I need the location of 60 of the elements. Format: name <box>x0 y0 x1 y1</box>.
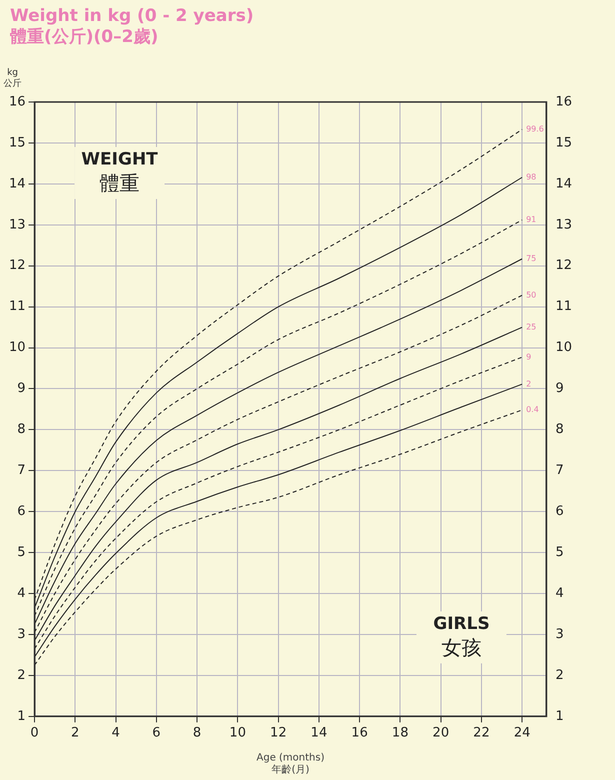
y2-tick-label: 5 <box>555 544 564 560</box>
annotation: GIRLS 女孩 <box>433 614 490 660</box>
series-label: 91 <box>526 215 536 224</box>
x-tick-label: 14 <box>310 726 328 741</box>
x-axis-title: Age (months) 年齡(月) <box>256 752 325 776</box>
y2-tick-label: 3 <box>555 626 564 642</box>
series-label: 0.4 <box>526 405 539 414</box>
y-tick-label: 6 <box>17 504 26 519</box>
y-tick-label: 1 <box>17 708 26 724</box>
y2-tick-label: 13 <box>555 217 572 232</box>
x-tick-label: 18 <box>392 726 408 741</box>
y-tick-label: 14 <box>8 176 26 192</box>
series-label: 98 <box>526 172 536 182</box>
chart-subtitle: 體重(公斤)(0–2歲) <box>10 27 160 48</box>
y2-tick-label: 4 <box>555 586 564 601</box>
x-tick-label: 12 <box>270 726 287 741</box>
y2-tick-label: 10 <box>555 340 572 356</box>
y-axis-title: kg 公斤 <box>4 68 22 89</box>
x-tick-label: 4 <box>112 726 120 741</box>
y-tick-label: 4 <box>17 586 26 601</box>
x-tick-label: 24 <box>514 726 530 741</box>
y-tick-label: 8 <box>17 422 26 438</box>
y-tick-label: 15 <box>8 135 26 150</box>
y2-tick-label: 16 <box>555 94 572 110</box>
annotation: WEIGHT 體重 <box>81 149 158 196</box>
x-tick-label: 6 <box>152 726 161 741</box>
x-tick-label: 20 <box>432 726 450 741</box>
y-tick-label: 3 <box>17 626 26 642</box>
y2-tick-label: 14 <box>555 176 572 192</box>
x-tick-label: 16 <box>351 726 368 741</box>
y2-tick-label: 15 <box>555 135 572 150</box>
y2-tick-label: 1 <box>555 708 564 724</box>
x-tick-label: 22 <box>473 726 490 741</box>
series-label: 75 <box>526 254 536 263</box>
y-tick-label: 13 <box>8 217 26 232</box>
chart-title: Weight in kg (0 - 2 years) <box>10 6 254 27</box>
series-label: 2 <box>526 379 532 388</box>
y-tick-label: 2 <box>17 668 26 683</box>
y-tick-label: 9 <box>17 381 26 396</box>
y2-tick-label: 9 <box>555 381 564 396</box>
y-tick-label: 16 <box>8 94 26 110</box>
y2-tick-label: 6 <box>555 504 564 519</box>
y-tick-label: 7 <box>17 463 26 478</box>
x-tick-label: 8 <box>192 726 202 741</box>
y2-tick-label: 12 <box>555 258 572 274</box>
x-tick-label: 2 <box>71 726 80 741</box>
x-tick-label: 0 <box>30 726 39 741</box>
series-label: 25 <box>526 322 536 332</box>
y-tick-label: 5 <box>17 544 26 560</box>
y2-tick-label: 11 <box>555 299 572 314</box>
y2-tick-label: 7 <box>555 463 564 478</box>
y2-tick-label: 2 <box>555 668 564 683</box>
series-label: 50 <box>526 290 536 300</box>
y-tick-label: 11 <box>8 299 26 314</box>
y-tick-label: 10 <box>8 340 26 356</box>
x-tick-label: 10 <box>229 726 246 741</box>
series-label: 99.6 <box>526 124 544 134</box>
y-tick-label: 12 <box>8 258 26 274</box>
y2-tick-label: 8 <box>555 422 564 438</box>
series-label: 9 <box>526 352 532 362</box>
